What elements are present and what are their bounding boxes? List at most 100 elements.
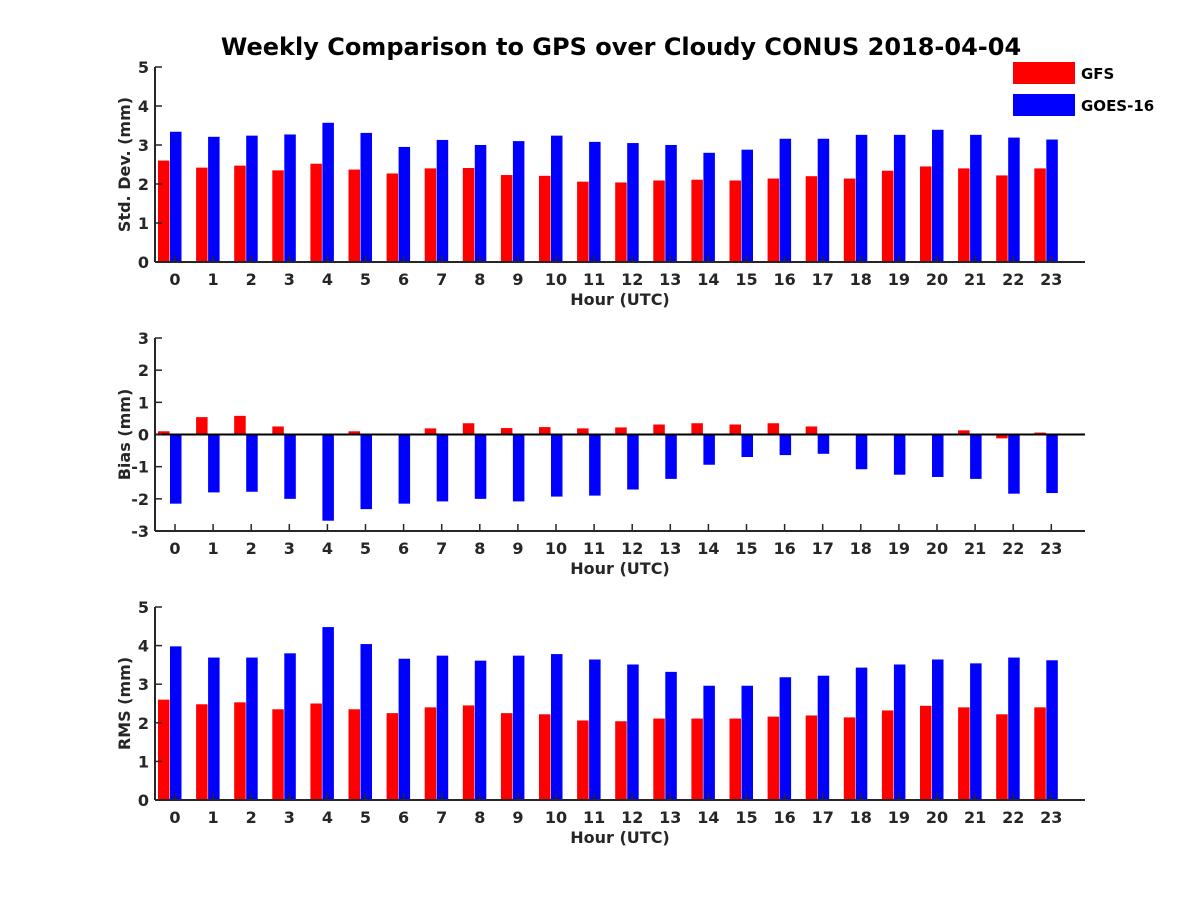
x-tick-label: 5 [360,539,371,558]
rms-bar-gfs-7 [424,707,437,800]
rms-bar-goes16-4 [322,627,334,800]
rms-bar-gfs-4 [310,703,322,800]
rms-bar-gfs-12 [615,721,627,800]
stddev-bar-goes16-3 [284,134,296,262]
rms-bar-gfs-16 [767,716,780,800]
rms-bar-goes16-0 [170,646,182,800]
x-tick-label: 7 [436,539,447,558]
x-tick-label: 19 [888,539,910,558]
y-axis-label: Bias (mm) [115,389,134,481]
bias-bar-gfs-0 [158,431,170,435]
y-axis-label: RMS (mm) [115,657,134,750]
x-tick-label: 14 [697,539,719,558]
rms-bar-goes16-21 [970,663,982,800]
y-tick-label: 0 [138,426,149,445]
y-axis-label: Std. Dev. (mm) [115,97,134,232]
x-tick-label: 23 [1040,270,1062,289]
rms-bar-goes16-5 [360,644,372,800]
x-tick-label: 20 [926,808,948,827]
x-tick-label: 2 [246,539,257,558]
stddev-bar-goes16-18 [855,134,868,262]
bias-bar-gfs-13 [653,424,665,435]
bias-bar-goes16-10 [551,434,563,497]
rms-bar-goes16-17 [817,675,830,800]
bias-bar-gfs-22 [996,434,1008,439]
stddev-bar-goes16-12 [627,143,639,262]
x-tick-label: 20 [926,539,948,558]
stddev-bar-gfs-2 [234,165,246,262]
x-tick-label: 9 [512,808,523,827]
stddev-bar-gfs-11 [577,181,589,262]
x-tick-label: 8 [474,808,485,827]
stddev-bar-goes16-2 [246,135,258,262]
bias-bar-gfs-11 [577,428,589,435]
x-tick-label: 13 [659,539,681,558]
legend-label-gfs: GFS [1081,65,1114,83]
stddev-bar-goes16-17 [817,138,830,262]
stddev-bar-gfs-0 [158,160,170,262]
x-tick-label: 9 [512,270,523,289]
y-tick-label: 2 [138,714,149,733]
stddev-bar-goes16-0 [170,131,182,262]
rms-bar-goes16-14 [703,685,715,800]
x-tick-label: 18 [850,270,872,289]
x-tick-label: 4 [322,270,333,289]
x-tick-label: 8 [474,270,485,289]
x-tick-label: 16 [773,808,795,827]
x-tick-label: 3 [284,539,295,558]
y-tick-label: 5 [138,58,149,77]
stddev-bar-goes16-15 [741,149,753,262]
x-tick-label: 19 [888,808,910,827]
rms-bar-goes16-8 [474,660,487,800]
bias-bar-gfs-8 [462,423,475,435]
bias-bar-gfs-17 [805,426,818,435]
bias-bar-goes16-17 [817,434,830,454]
rms-bar-goes16-12 [627,664,639,800]
rms-bar-gfs-9 [500,713,513,800]
x-tick-label: 1 [208,808,219,827]
bias-bar-goes16-3 [284,434,296,499]
rms-bar-gfs-21 [958,707,970,800]
legend-label-goes16: GOES-16 [1081,97,1154,115]
bias-bar-gfs-7 [424,428,437,435]
stddev-bar-gfs-15 [729,180,741,262]
x-tick-label: 3 [284,808,295,827]
stddev-bar-goes16-22 [1008,137,1020,262]
stddev-bar-goes16-13 [665,145,677,262]
x-tick-label: 2 [246,270,257,289]
x-tick-label: 11 [583,808,605,827]
x-tick-label: 10 [545,808,567,827]
rms-bar-goes16-16 [779,677,792,800]
bias-bar-goes16-1 [208,434,220,493]
rms-bar-gfs-17 [805,715,818,800]
x-tick-label: 16 [773,270,795,289]
rms-bar-gfs-5 [348,709,360,800]
bias-bar-gfs-21 [958,430,970,435]
x-tick-label: 9 [512,539,523,558]
stddev-bar-gfs-23 [1034,168,1046,262]
y-tick-label: -3 [131,522,149,541]
stddev-bar-goes16-1 [208,136,220,262]
stddev-bar-gfs-3 [272,170,284,262]
x-tick-label: 21 [964,808,986,827]
rms-bar-gfs-6 [386,713,399,800]
x-tick-label: 1 [208,539,219,558]
y-tick-label: 3 [138,136,149,155]
stddev-bar-goes16-16 [779,138,792,262]
bias-bar-goes16-21 [970,434,982,479]
stddev-bar-gfs-14 [691,179,703,262]
x-tick-label: 23 [1040,808,1062,827]
x-tick-label: 7 [436,808,447,827]
x-tick-label: 0 [169,808,180,827]
bias-bar-goes16-8 [474,434,487,499]
y-tick-label: 5 [138,598,149,617]
x-tick-label: 18 [850,808,872,827]
rms-bar-goes16-3 [284,653,296,800]
x-tick-label: 13 [659,808,681,827]
stddev-bar-gfs-12 [615,182,627,262]
y-tick-label: 3 [138,329,149,348]
stddev-bar-goes16-5 [360,132,372,262]
stddev-bar-goes16-14 [703,152,715,262]
bias-bar-gfs-2 [234,415,246,435]
stddev-bar-gfs-16 [767,178,780,262]
